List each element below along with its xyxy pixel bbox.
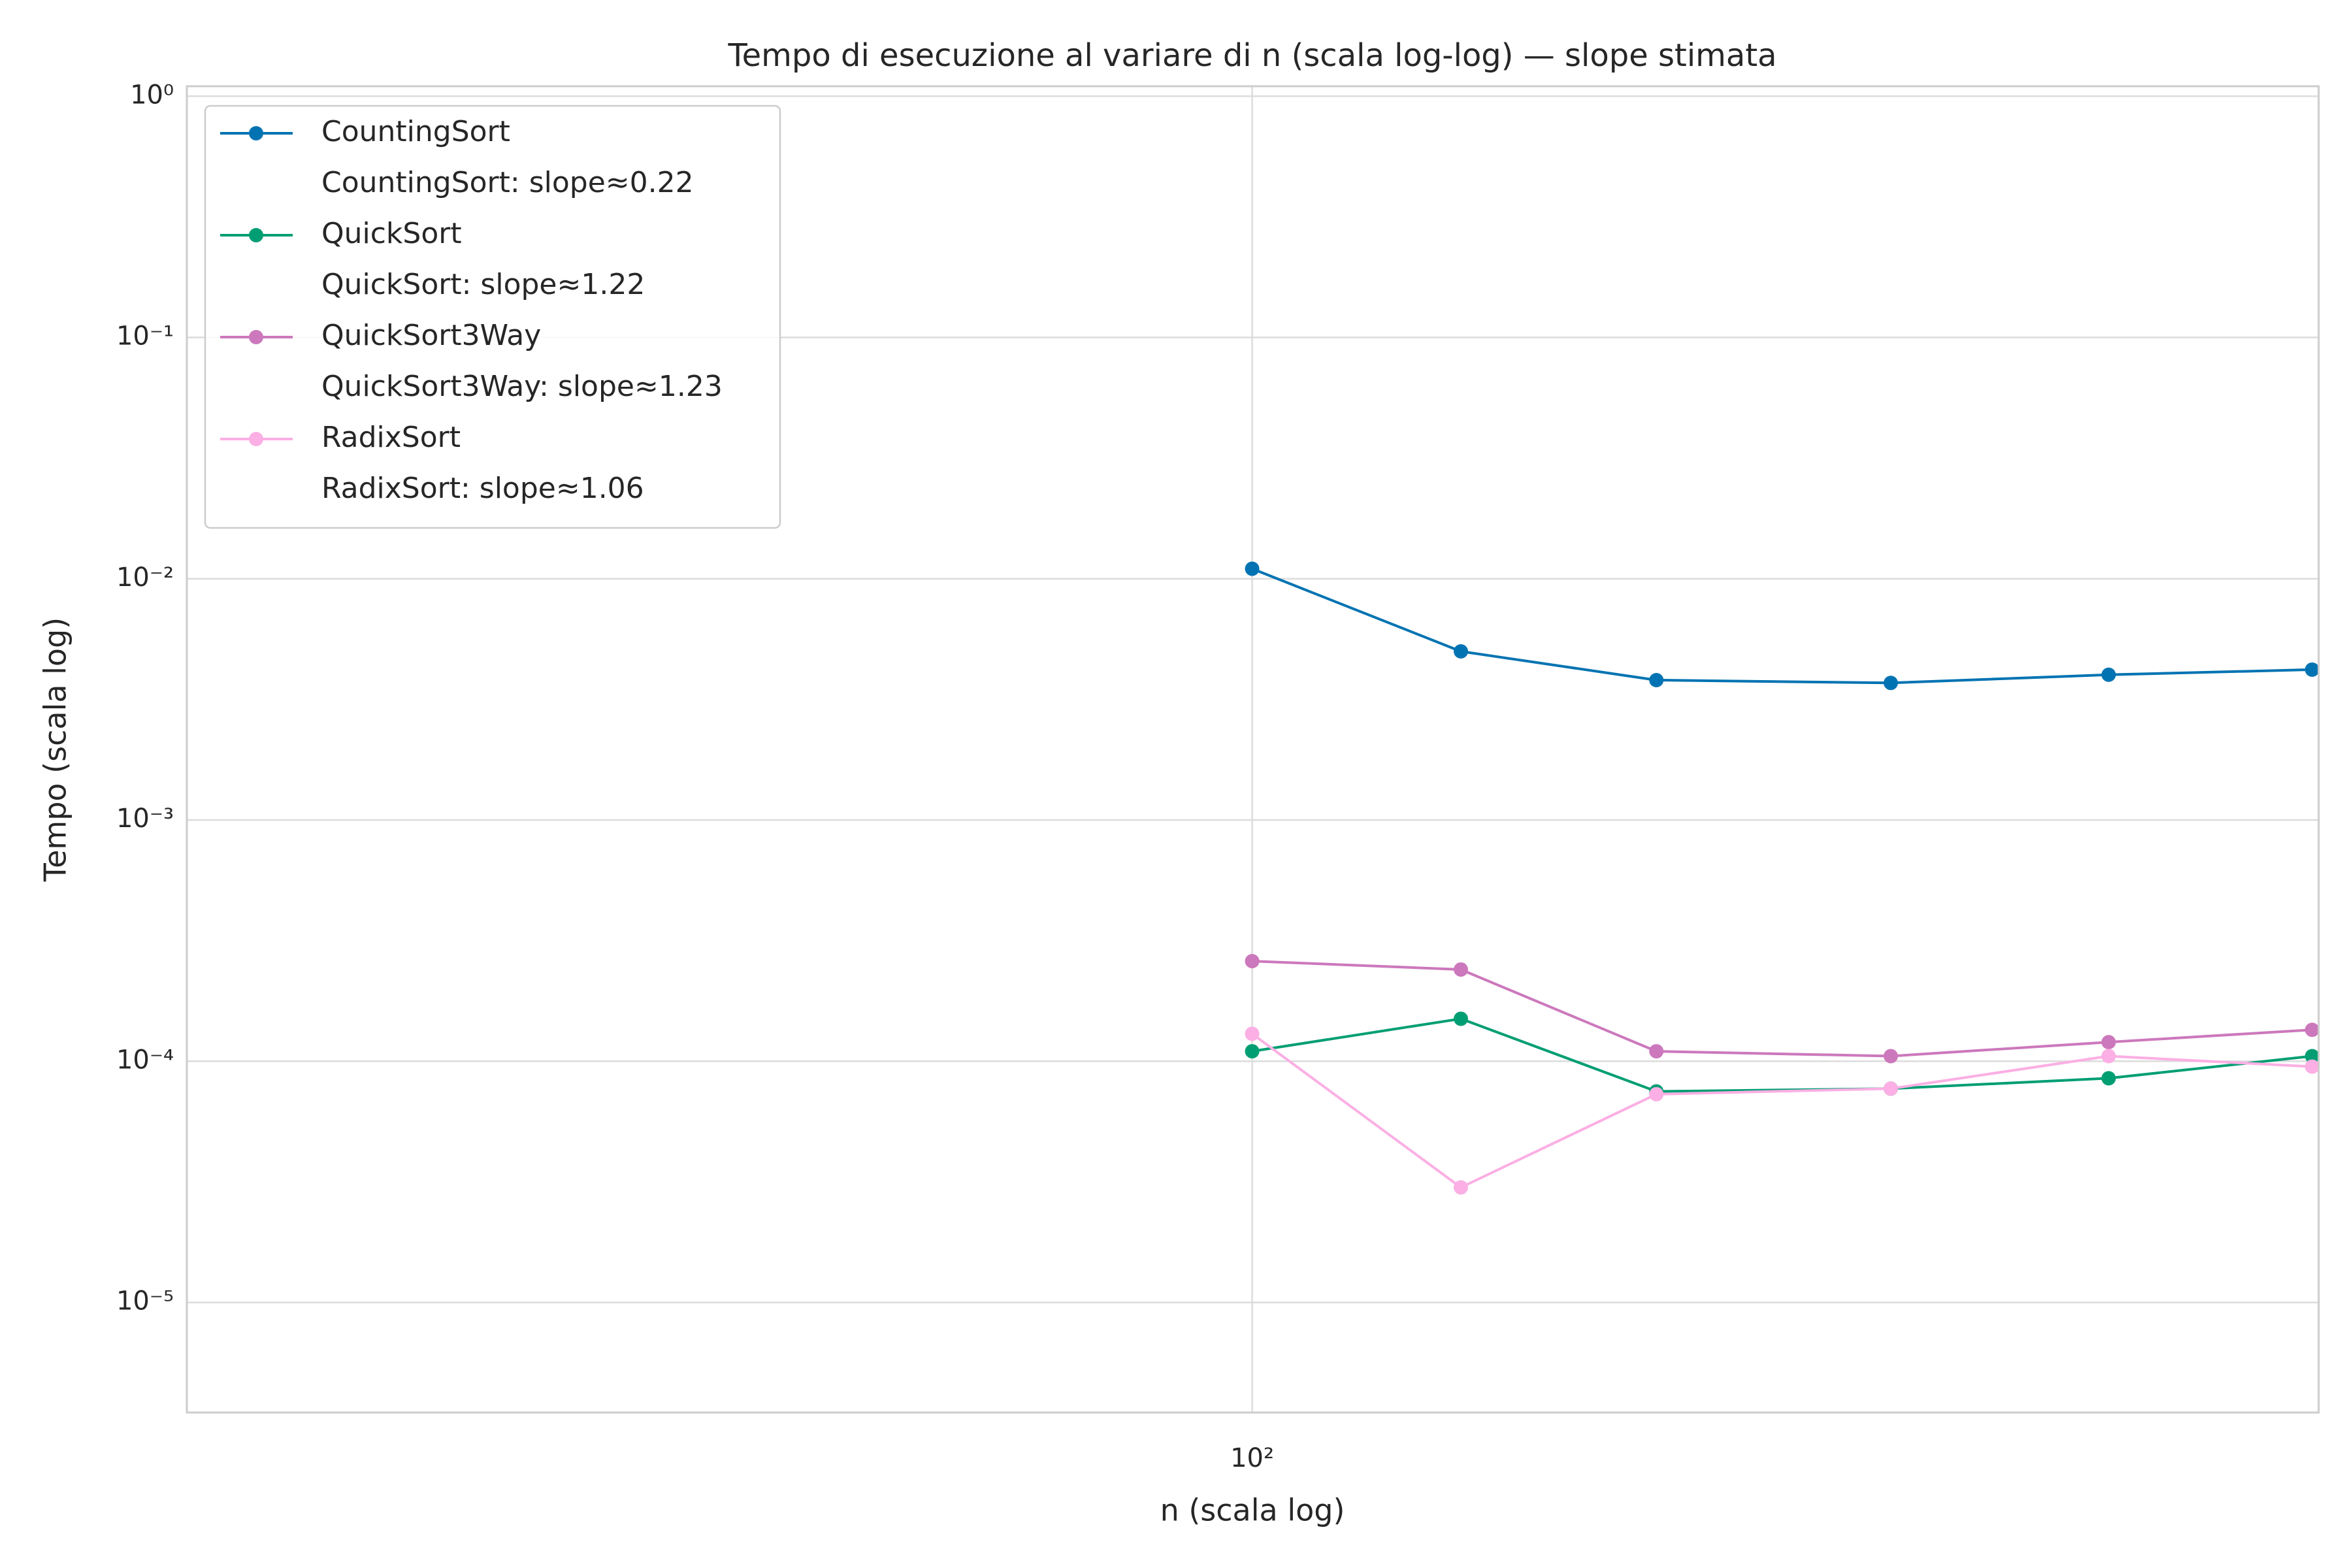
legend-marker [249, 228, 263, 242]
data-point [2101, 1035, 2116, 1050]
y-tick-label: 10⁻² [116, 563, 174, 593]
legend-marker [249, 126, 263, 140]
data-point [1454, 962, 1469, 977]
data-point [1649, 1086, 1664, 1102]
data-point [2304, 1022, 2319, 1037]
data-point [1884, 1049, 1899, 1064]
plot-frame [186, 85, 2320, 1414]
x-axis-label: n (scala log) [1160, 1493, 1345, 1528]
legend-label: CountingSort [321, 115, 510, 148]
data-point [1454, 1011, 1469, 1026]
y-axis-label: Tempo (scala log) [38, 617, 73, 882]
axes: 10⁻⁵10⁻⁴10⁻³10⁻²10⁻¹10⁰10²10³10⁴10⁵ [116, 80, 1274, 1473]
data-point [1454, 644, 1469, 659]
data-point [2304, 662, 2319, 677]
legend-marker [249, 432, 263, 446]
data-point [1649, 672, 1664, 687]
legend: CountingSort CountingSort: slope≈0.22 Quic… [204, 105, 781, 529]
legend-label: QuickSort3Way [321, 319, 541, 352]
legend-label: QuickSort [321, 217, 462, 250]
plot-area [1245, 561, 2319, 1195]
legend-box [204, 105, 781, 529]
data-point [1649, 1044, 1664, 1059]
y-tick-label: 10⁻³ [116, 804, 174, 834]
data-point [1884, 1081, 1899, 1096]
legend-fit-label: RadixSort: slope≈1.06 [321, 472, 644, 505]
y-tick-label: 10⁻¹ [116, 321, 174, 351]
legend-marker [249, 330, 263, 344]
legend-fit-label: CountingSort: slope≈0.22 [321, 166, 694, 199]
data-point [2101, 1049, 2116, 1064]
data-point [2304, 1059, 2319, 1074]
data-point [1245, 1044, 1260, 1059]
legend-label: RadixSort [321, 421, 461, 454]
data-point [1454, 1180, 1469, 1195]
data-point [1245, 1026, 1260, 1041]
data-point [2101, 1071, 2116, 1086]
y-tick-label: 10⁻⁵ [116, 1286, 174, 1316]
grid [187, 86, 2319, 1413]
y-tick-label: 10⁰ [130, 80, 174, 110]
data-point [2304, 1049, 2319, 1064]
chart-title: Tempo di esecuzione al variare di n (sca… [727, 37, 1776, 74]
y-tick-label: 10⁻⁴ [116, 1045, 174, 1075]
data-point [1245, 954, 1260, 969]
data-point [2101, 667, 2116, 682]
data-point [1245, 561, 1260, 576]
legend-fit-label: QuickSort: slope≈1.22 [321, 268, 645, 301]
legend-fit-label: QuickSort3Way: slope≈1.23 [321, 370, 723, 403]
data-point [1884, 676, 1899, 691]
x-tick-label: 10² [1230, 1443, 1274, 1473]
